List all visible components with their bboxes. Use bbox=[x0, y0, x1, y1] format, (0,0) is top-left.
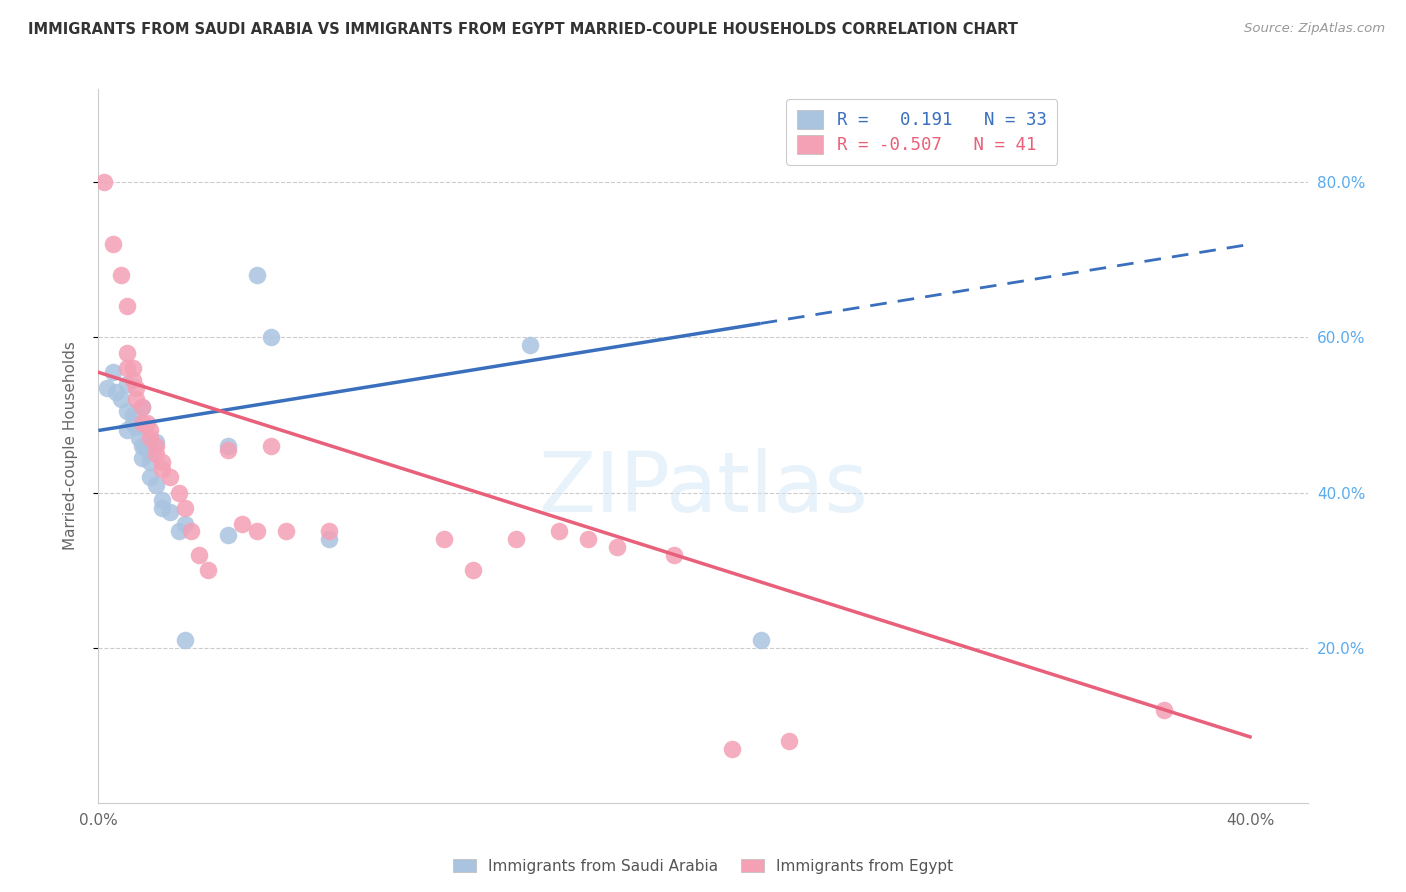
Point bbox=[231, 516, 253, 531]
Point bbox=[131, 439, 153, 453]
Text: Source: ZipAtlas.com: Source: ZipAtlas.com bbox=[1244, 22, 1385, 36]
Point bbox=[519, 338, 541, 352]
Point bbox=[110, 268, 132, 283]
Point bbox=[125, 381, 148, 395]
Point bbox=[778, 733, 800, 747]
Point bbox=[145, 439, 167, 453]
Point bbox=[139, 431, 162, 445]
Point bbox=[188, 548, 211, 562]
Point bbox=[318, 524, 340, 539]
Point bbox=[131, 416, 153, 430]
Point bbox=[128, 431, 150, 445]
Point bbox=[274, 524, 297, 539]
Point bbox=[217, 439, 239, 453]
Point bbox=[167, 485, 190, 500]
Point bbox=[131, 401, 153, 415]
Point bbox=[180, 524, 202, 539]
Point bbox=[150, 462, 173, 476]
Point bbox=[1153, 703, 1175, 717]
Point bbox=[93, 175, 115, 189]
Point bbox=[720, 741, 742, 756]
Text: IMMIGRANTS FROM SAUDI ARABIA VS IMMIGRANTS FROM EGYPT MARRIED-COUPLE HOUSEHOLDS : IMMIGRANTS FROM SAUDI ARABIA VS IMMIGRAN… bbox=[28, 22, 1018, 37]
Point bbox=[125, 419, 148, 434]
Point bbox=[101, 237, 124, 252]
Point bbox=[104, 384, 127, 399]
Point bbox=[145, 435, 167, 450]
Point bbox=[139, 424, 162, 438]
Point bbox=[131, 401, 153, 415]
Point bbox=[115, 424, 138, 438]
Point bbox=[131, 450, 153, 465]
Point bbox=[260, 330, 283, 344]
Point bbox=[122, 361, 145, 376]
Point bbox=[96, 381, 118, 395]
Legend: Immigrants from Saudi Arabia, Immigrants from Egypt: Immigrants from Saudi Arabia, Immigrants… bbox=[447, 853, 959, 880]
Point bbox=[246, 268, 269, 283]
Point bbox=[115, 361, 138, 376]
Point bbox=[150, 493, 173, 508]
Point bbox=[122, 408, 145, 422]
Point bbox=[145, 447, 167, 461]
Point bbox=[217, 442, 239, 457]
Point bbox=[664, 548, 686, 562]
Point bbox=[150, 454, 173, 468]
Point bbox=[136, 442, 159, 457]
Point bbox=[260, 439, 283, 453]
Point bbox=[217, 528, 239, 542]
Point bbox=[115, 404, 138, 418]
Point bbox=[150, 501, 173, 516]
Point bbox=[749, 632, 772, 647]
Point bbox=[115, 346, 138, 360]
Point bbox=[548, 524, 571, 539]
Text: ZIPatlas: ZIPatlas bbox=[538, 449, 868, 529]
Legend: R =   0.191   N = 33, R = -0.507   N = 41: R = 0.191 N = 33, R = -0.507 N = 41 bbox=[786, 99, 1057, 165]
Point bbox=[246, 524, 269, 539]
Point bbox=[101, 365, 124, 379]
Point bbox=[125, 392, 148, 407]
Point bbox=[122, 373, 145, 387]
Point bbox=[505, 532, 527, 546]
Point bbox=[134, 439, 156, 453]
Y-axis label: Married-couple Households: Married-couple Households bbox=[63, 342, 77, 550]
Point bbox=[173, 501, 195, 516]
Point bbox=[110, 392, 132, 407]
Point bbox=[197, 563, 219, 577]
Point bbox=[606, 540, 628, 554]
Point bbox=[136, 416, 159, 430]
Point bbox=[461, 563, 484, 577]
Point bbox=[159, 470, 181, 484]
Point bbox=[139, 454, 162, 468]
Point bbox=[139, 470, 162, 484]
Point bbox=[173, 632, 195, 647]
Point bbox=[115, 376, 138, 391]
Point bbox=[115, 299, 138, 313]
Point bbox=[173, 516, 195, 531]
Point bbox=[159, 505, 181, 519]
Point bbox=[318, 532, 340, 546]
Point bbox=[167, 524, 190, 539]
Point bbox=[122, 416, 145, 430]
Point bbox=[576, 532, 599, 546]
Point bbox=[433, 532, 456, 546]
Point bbox=[145, 477, 167, 491]
